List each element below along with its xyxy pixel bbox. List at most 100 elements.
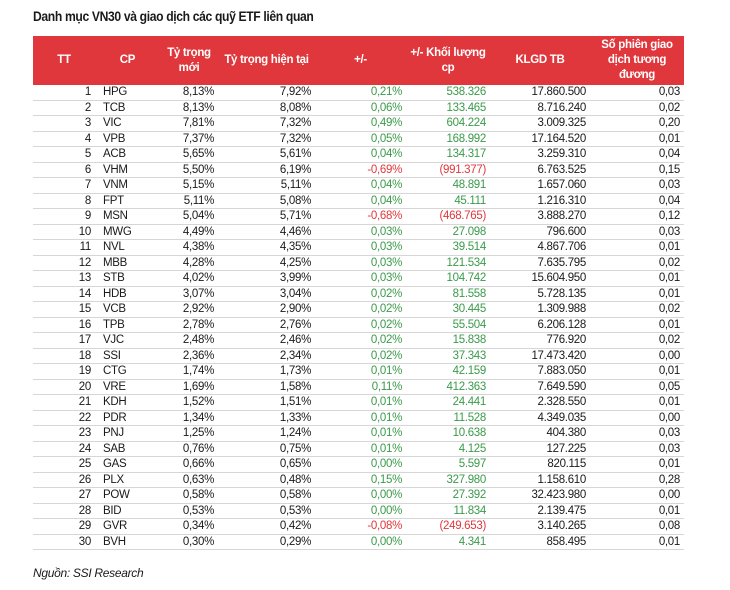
- table-row: 22 PDR 1,34% 1,33% 0,01% 11.528 4.349.035 0,00: [33, 410, 684, 426]
- cell-current-weight: 5,11%: [218, 177, 315, 194]
- cell-new-weight: 5,11%: [160, 193, 218, 209]
- table-row: 7 VNM 5,15% 5,11% 0,04% 48.891 1.657.060 0,03: [33, 177, 684, 194]
- cell-sessions: 0,01: [590, 456, 684, 473]
- cell-change: 0,01%: [315, 441, 406, 457]
- table-row: 2 TCB 8,13% 8,08% 0,06% 133.465 8.716.240 0,02: [33, 100, 684, 116]
- cell-avg-volume: 127.225: [490, 441, 590, 457]
- cell-sessions: 0,01: [590, 270, 684, 287]
- source-note: Nguồn: SSI Research: [33, 566, 144, 580]
- cell-volume-change: 24.441: [406, 394, 490, 411]
- cell-volume-change: 27.392: [406, 487, 490, 504]
- cell-volume-change: 133.465: [406, 100, 490, 116]
- cell-tt: 4: [33, 131, 95, 147]
- table-row: 25 GAS 0,66% 0,65% 0,00% 5.597 820.115 0,01: [33, 456, 684, 473]
- cell-volume-change: 37.343: [406, 348, 490, 364]
- table-row: 6 VHM 5,50% 6,19% -0,69% (991.377) 6.763.525 0,…: [33, 162, 684, 178]
- cell-current-weight: 0,53%: [218, 503, 315, 519]
- cell-current-weight: 7,32%: [218, 131, 315, 147]
- cell-cp: VCB: [95, 301, 160, 318]
- cell-current-weight: 0,65%: [218, 456, 315, 473]
- cell-volume-change: 81.558: [406, 286, 490, 302]
- cell-sessions: 0,01: [590, 239, 684, 256]
- cell-tt: 11: [33, 239, 95, 256]
- cell-cp: PNJ: [95, 425, 160, 442]
- cell-current-weight: 0,29%: [218, 534, 315, 550]
- cell-cp: MBB: [95, 255, 160, 271]
- cell-cp: MWG: [95, 224, 160, 240]
- header-volume-change: +/- Khối lượng cp: [406, 36, 490, 85]
- cell-volume-change: 42.159: [406, 363, 490, 380]
- cell-avg-volume: 1.216.310: [490, 193, 590, 209]
- cell-sessions: 0,12: [590, 208, 684, 225]
- cell-cp: VIC: [95, 115, 160, 132]
- cell-change: 0,15%: [315, 472, 406, 488]
- cell-change: 0,05%: [315, 131, 406, 147]
- cell-new-weight: 1,74%: [160, 363, 218, 380]
- cell-volume-change: 27.098: [406, 224, 490, 240]
- cell-tt: 9: [33, 208, 95, 225]
- cell-current-weight: 2,76%: [218, 317, 315, 333]
- cell-cp: VNM: [95, 177, 160, 194]
- cell-change: 0,04%: [315, 146, 406, 163]
- table-row: 3 VIC 7,81% 7,32% 0,49% 604.224 3.009.325 0,20: [33, 115, 684, 132]
- cell-volume-change: (991.377): [406, 162, 490, 178]
- cell-change: 0,04%: [315, 177, 406, 194]
- cell-avg-volume: 820.115: [490, 456, 590, 473]
- cell-volume-change: 412.363: [406, 379, 490, 395]
- cell-avg-volume: 17.860.500: [490, 85, 590, 101]
- cell-sessions: 0,15: [590, 162, 684, 178]
- cell-current-weight: 7,32%: [218, 115, 315, 132]
- cell-new-weight: 0,63%: [160, 472, 218, 488]
- cell-volume-change: (249.653): [406, 518, 490, 535]
- cell-avg-volume: 404.380: [490, 425, 590, 442]
- cell-current-weight: 4,25%: [218, 255, 315, 271]
- cell-change: 0,01%: [315, 363, 406, 380]
- cell-sessions: 0,03: [590, 425, 684, 442]
- cell-current-weight: 6,19%: [218, 162, 315, 178]
- table-row: 16 TPB 2,78% 2,76% 0,02% 55.504 6.206.128 0,01: [33, 317, 684, 333]
- cell-new-weight: 7,37%: [160, 131, 218, 147]
- cell-cp: PLX: [95, 472, 160, 488]
- cell-current-weight: 0,42%: [218, 518, 315, 535]
- cell-tt: 3: [33, 115, 95, 132]
- cell-sessions: 0,01: [590, 363, 684, 380]
- cell-tt: 6: [33, 162, 95, 178]
- cell-current-weight: 2,90%: [218, 301, 315, 318]
- cell-tt: 14: [33, 286, 95, 302]
- cell-cp: GVR: [95, 518, 160, 535]
- cell-avg-volume: 776.920: [490, 332, 590, 349]
- cell-change: 0,11%: [315, 379, 406, 395]
- table-row: 15 VCB 2,92% 2,90% 0,02% 30.445 1.309.988 0,02: [33, 301, 684, 318]
- cell-new-weight: 0,76%: [160, 441, 218, 457]
- cell-change: 0,04%: [315, 193, 406, 209]
- cell-tt: 28: [33, 503, 95, 519]
- cell-change: 0,02%: [315, 301, 406, 318]
- cell-avg-volume: 3.009.325: [490, 115, 590, 132]
- cell-tt: 29: [33, 518, 95, 535]
- table-row: 9 MSN 5,04% 5,71% -0,68% (468.765) 3.888.270 0,…: [33, 208, 684, 225]
- cell-current-weight: 2,46%: [218, 332, 315, 349]
- cell-tt: 7: [33, 177, 95, 194]
- cell-avg-volume: 17.473.420: [490, 348, 590, 364]
- cell-current-weight: 3,04%: [218, 286, 315, 302]
- cell-cp: BVH: [95, 534, 160, 550]
- cell-current-weight: 3,99%: [218, 270, 315, 287]
- table-row: 17 VJC 2,48% 2,46% 0,02% 15.838 776.920 0,02: [33, 332, 684, 349]
- cell-current-weight: 4,46%: [218, 224, 315, 240]
- cell-sessions: 0,01: [590, 394, 684, 411]
- cell-current-weight: 1,58%: [218, 379, 315, 395]
- table-row: 10 MWG 4,49% 4,46% 0,03% 27.098 796.600 0,03: [33, 224, 684, 240]
- cell-new-weight: 7,81%: [160, 115, 218, 132]
- header-cp: CP: [95, 36, 160, 85]
- cell-change: 0,01%: [315, 410, 406, 426]
- cell-volume-change: 121.534: [406, 255, 490, 271]
- cell-cp: VRE: [95, 379, 160, 395]
- cell-sessions: 0,02: [590, 100, 684, 116]
- cell-tt: 15: [33, 301, 95, 318]
- cell-sessions: 0,01: [590, 131, 684, 147]
- cell-new-weight: 2,48%: [160, 332, 218, 349]
- table-row: 29 GVR 0,34% 0,42% -0,08% (249.653) 3.140.265 0…: [33, 518, 684, 535]
- cell-new-weight: 4,02%: [160, 270, 218, 287]
- cell-new-weight: 5,50%: [160, 162, 218, 178]
- cell-volume-change: 11.834: [406, 503, 490, 519]
